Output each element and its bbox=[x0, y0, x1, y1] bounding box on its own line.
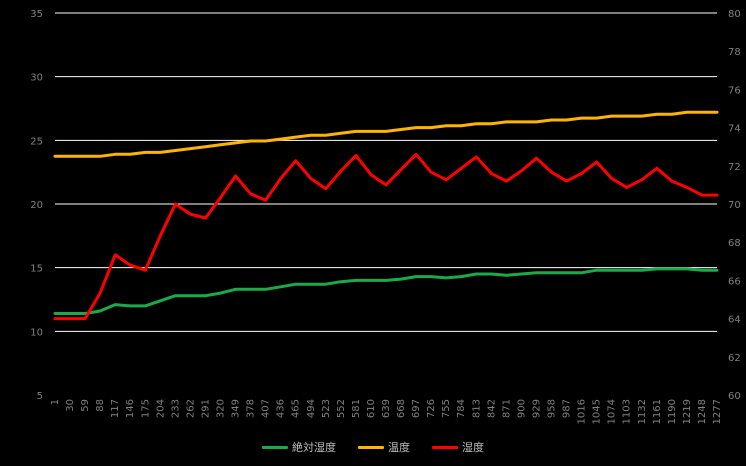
legend-item: 絶対湿度 bbox=[262, 439, 336, 455]
x-tick-label: 1248 bbox=[697, 399, 708, 424]
legend-item: 温度 bbox=[358, 439, 410, 455]
gridlines bbox=[55, 12, 717, 332]
y-tick-label-left: 20 bbox=[30, 200, 43, 211]
x-tick-label: 262 bbox=[185, 399, 196, 418]
y-tick-label-right: 78 bbox=[728, 47, 741, 58]
x-tick-label: 146 bbox=[125, 399, 136, 418]
x-tick-label: 233 bbox=[170, 399, 181, 418]
x-tick-label: 668 bbox=[396, 399, 407, 418]
x-tick-label: 1190 bbox=[667, 399, 678, 424]
y-tick-label-right: 72 bbox=[728, 162, 741, 173]
x-tick-label: 900 bbox=[516, 399, 527, 418]
y-tick-label-right: 62 bbox=[728, 353, 741, 364]
y-tick-label-left: 25 bbox=[30, 136, 43, 147]
x-tick-label: 1 bbox=[50, 399, 61, 405]
x-tick-label: 1016 bbox=[577, 399, 588, 424]
x-tick-label: 175 bbox=[140, 399, 151, 418]
x-tick-label: 30 bbox=[65, 399, 76, 412]
x-tick-label: 784 bbox=[456, 399, 467, 418]
legend-swatch bbox=[358, 445, 384, 449]
x-tick-label: 320 bbox=[216, 399, 227, 418]
x-tick-label: 1103 bbox=[622, 399, 633, 424]
x-tick-label: 813 bbox=[471, 399, 482, 418]
x-tick-label: 494 bbox=[306, 399, 317, 418]
x-tick-label: 1161 bbox=[652, 399, 663, 424]
y-tick-label-right: 70 bbox=[728, 200, 741, 211]
right-y-axis: 60 62 64 66 68 70 72 74 76 78 80 bbox=[728, 9, 741, 402]
x-tick-label: 204 bbox=[155, 399, 166, 418]
y-tick-label-left: 10 bbox=[30, 327, 43, 338]
x-tick-label: 552 bbox=[336, 399, 347, 418]
legend-label: 温度 bbox=[388, 441, 410, 454]
x-tick-label: 1045 bbox=[592, 399, 603, 424]
legend-item: 湿度 bbox=[432, 439, 484, 455]
y-tick-label-left: 30 bbox=[30, 73, 43, 84]
x-tick-label: 407 bbox=[261, 399, 272, 418]
x-tick-label: 378 bbox=[246, 399, 257, 418]
x-tick-label: 871 bbox=[501, 399, 512, 418]
x-tick-label: 88 bbox=[95, 399, 106, 412]
x-tick-label: 117 bbox=[110, 399, 121, 418]
series-line bbox=[53, 267, 719, 315]
x-tick-label: 1132 bbox=[637, 399, 648, 424]
series-line bbox=[53, 152, 719, 321]
y-tick-label-left: 35 bbox=[30, 9, 43, 20]
x-tick-label: 987 bbox=[562, 399, 573, 418]
y-tick-label-left: 15 bbox=[30, 264, 43, 275]
legend-swatch bbox=[432, 445, 458, 449]
y-tick-label-right: 64 bbox=[728, 315, 741, 326]
y-tick-label-right: 80 bbox=[728, 9, 741, 20]
x-tick-label: 291 bbox=[200, 399, 211, 418]
y-tick-label-right: 74 bbox=[728, 124, 741, 135]
x-tick-label: 1219 bbox=[682, 399, 693, 424]
legend: 絶対湿度 温度 湿度 bbox=[0, 438, 746, 456]
x-tick-label: 465 bbox=[291, 399, 302, 418]
x-tick-label: 436 bbox=[276, 399, 287, 418]
left-y-axis: 5 10 15 20 25 30 35 bbox=[30, 9, 43, 402]
y-tick-label-right: 60 bbox=[728, 391, 741, 402]
series-line bbox=[53, 110, 719, 158]
x-tick-label: 523 bbox=[321, 399, 332, 418]
x-tick-label: 755 bbox=[441, 399, 452, 418]
legend-label: 絶対湿度 bbox=[292, 441, 336, 454]
y-tick-label-right: 68 bbox=[728, 238, 741, 249]
x-tick-label: 639 bbox=[381, 399, 392, 418]
x-tick-label: 726 bbox=[426, 399, 437, 418]
series-lines bbox=[53, 110, 719, 321]
x-tick-label: 1277 bbox=[712, 399, 723, 424]
x-tick-label: 59 bbox=[80, 399, 91, 412]
x-tick-label: 610 bbox=[366, 399, 377, 418]
legend-label: 湿度 bbox=[462, 441, 484, 454]
x-tick-label: 349 bbox=[231, 399, 242, 418]
x-tick-label: 958 bbox=[547, 399, 558, 418]
x-tick-label: 842 bbox=[486, 399, 497, 418]
x-tick-label: 697 bbox=[411, 399, 422, 418]
y-tick-label-left: 5 bbox=[37, 391, 43, 402]
x-tick-label: 581 bbox=[351, 399, 362, 418]
x-tick-label: 929 bbox=[531, 399, 542, 418]
legend-swatch bbox=[262, 445, 288, 449]
x-axis: 1 30 59 88 117 146 175 204 233 262 291 320 349 378 407… bbox=[50, 399, 723, 424]
x-tick-label: 1074 bbox=[607, 399, 618, 424]
y-tick-label-right: 66 bbox=[728, 276, 741, 287]
y-tick-label-right: 76 bbox=[728, 85, 741, 96]
